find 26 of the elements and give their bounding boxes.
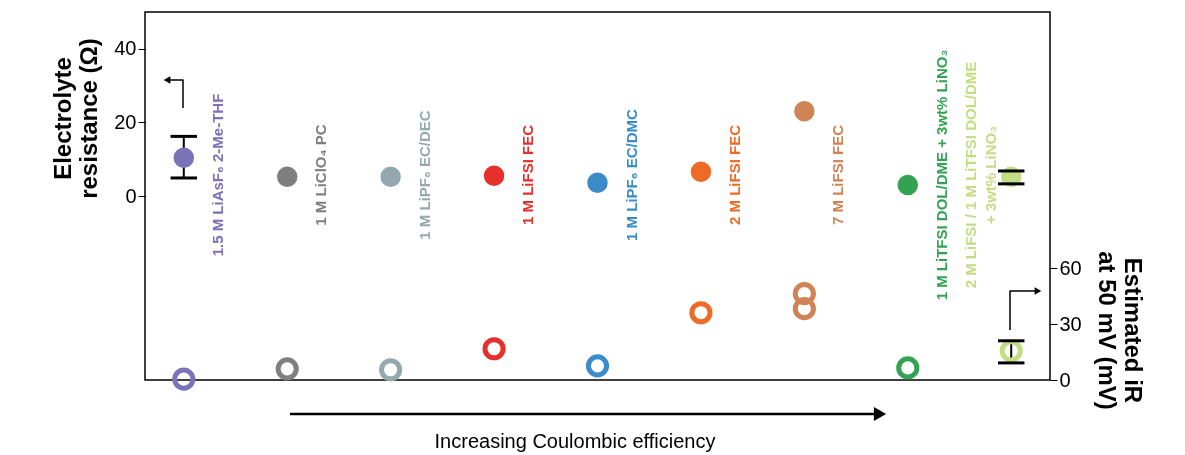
x-tick-label: 1 M LiClO₄ PC: [312, 124, 330, 226]
point: [794, 101, 815, 122]
point: [690, 161, 712, 182]
x-tick-label: 1 M LiFSI FEC: [519, 124, 537, 226]
x-tick-label: 1.5 M LiAsF₆ 2-Me-THF: [208, 93, 226, 257]
y-tick-label: 40: [114, 37, 137, 60]
x-tick-label: 7 M LiFSI FEC: [829, 124, 847, 226]
y2-tick-label: 0: [1059, 368, 1071, 391]
point: [380, 166, 401, 188]
x-tick-label: 2 M LiFSI FEC: [725, 124, 743, 226]
x-tick-label: 2 M LiFSI / 1 M LiTFSI DOL/DME + 3wt% LiNO₃: [962, 61, 1000, 289]
text: Increasing Coulombic efficiency: [434, 430, 716, 452]
point: [587, 172, 608, 193]
y-tick-label: 20: [114, 110, 137, 133]
x-tick-label: 1 M LiTFSI DOL/DME + 3wt% LiNO₃: [932, 49, 950, 301]
y2-tick-label: 30: [1059, 312, 1082, 335]
point: [897, 174, 919, 196]
y2-tick-label: 60: [1059, 256, 1082, 279]
x-tick-label: 1 M LiPF₆ EC/DMC: [622, 108, 640, 241]
x-tick-label: 1 M LiPF₆ EC/DEC: [415, 110, 433, 240]
y-tick-label: 0: [125, 184, 137, 207]
point: [276, 166, 298, 188]
y2-axis-title: Estimated iR at 50 mV (mV): [1093, 251, 1147, 410]
y-axis-title: Electrolyte resistance (Ω): [49, 38, 103, 199]
point: [483, 165, 505, 186]
point: [173, 147, 195, 168]
